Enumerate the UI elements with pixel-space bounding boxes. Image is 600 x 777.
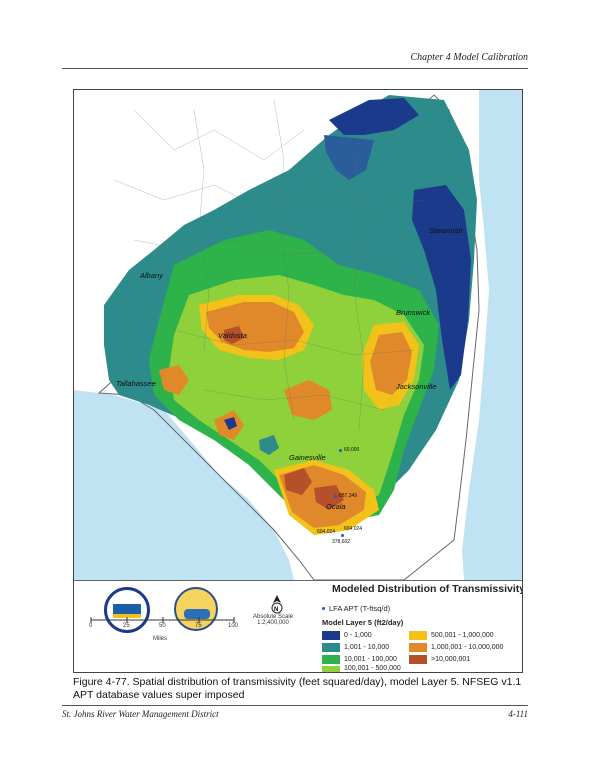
legend-class-label: 0 - 1,000 <box>344 632 372 639</box>
legend-class-label: 500,001 - 1,000,000 <box>431 632 494 639</box>
city-label: Savannah <box>429 226 463 235</box>
legend-class-label: 1,000,001 - 10,000,000 <box>431 644 504 651</box>
scale-tick: 75 <box>195 623 202 629</box>
city-label: Ocala <box>326 502 346 511</box>
figure-caption: Figure 4-77. Spatial distribution of tra… <box>73 676 522 701</box>
city-label: Valdosta <box>218 331 247 340</box>
legend-apt-label: LFA APT (T-ftsq/d) <box>329 604 391 613</box>
legend-class-label: 100,001 - 500,000 <box>344 665 401 672</box>
legend-layer-label: Model Layer 5 (ft2/day) <box>322 618 404 627</box>
srwmd-logo-icon <box>174 587 218 631</box>
well-label: 378,602 <box>332 539 351 545</box>
scale-tick: 50 <box>159 623 166 629</box>
scale-unit: Miles <box>153 636 168 642</box>
well-label: 60,000 <box>344 447 360 453</box>
legend-swatch <box>322 655 340 664</box>
legend-swatch <box>322 666 340 672</box>
scale-tick: 25 <box>123 623 130 629</box>
footer-organization: St. Johns River Water Management Distric… <box>62 709 219 719</box>
apt-point-icon <box>322 607 325 610</box>
well-label: 604,024 <box>317 529 336 535</box>
well-point <box>339 449 342 452</box>
well-label: 887,349 <box>339 493 358 499</box>
legend-title: Modeled Distribution of Transmissivity <box>332 583 523 595</box>
city-label: Jacksonville <box>396 382 437 391</box>
scale-text-line: Absolute Scale <box>253 614 294 620</box>
legend-class-label: >10,000,001 <box>431 656 471 663</box>
page-number: 4-111 <box>508 709 528 719</box>
scale-ratio: 1:2,400,000 <box>257 620 289 626</box>
scale-text: Absolute Scale 1:2,400,000 <box>253 614 293 626</box>
city-label: Gainesville <box>289 453 326 462</box>
well-label: 604,024 <box>344 526 363 532</box>
footer-rule <box>62 705 528 706</box>
city-label: Albany <box>140 271 163 280</box>
map-legend: N Absolute Scale 1:2,400,000 0 25 50 75 … <box>74 580 523 672</box>
city-label: Brunswick <box>396 308 431 317</box>
north-label: N <box>274 607 279 613</box>
map-graphic <box>74 90 522 580</box>
transmissivity-map: Savannah Albany Brunswick Valdosta Talla… <box>74 90 522 580</box>
legend-swatch <box>409 643 427 652</box>
scale-tick: 100 <box>228 623 239 629</box>
figure-frame: Savannah Albany Brunswick Valdosta Talla… <box>73 89 523 673</box>
legend-swatch <box>322 631 340 640</box>
chapter-header: Chapter 4 Model Calibration <box>410 52 529 63</box>
city-label: Tallahassee <box>116 379 156 388</box>
legend-swatch <box>409 655 427 664</box>
north-arrow-icon <box>271 595 283 614</box>
legend-class-label: 1,001 - 10,000 <box>344 644 390 651</box>
well-point <box>341 534 344 537</box>
scale-tick: 0 <box>89 623 93 629</box>
well-point <box>334 495 337 498</box>
scale-bar <box>90 617 235 623</box>
sjrwmd-logo-icon <box>104 587 150 633</box>
header-rule <box>62 68 528 69</box>
legend-swatch <box>322 643 340 652</box>
legend-swatch <box>409 631 427 640</box>
legend-class-label: 10,001 - 100,000 <box>344 656 397 663</box>
